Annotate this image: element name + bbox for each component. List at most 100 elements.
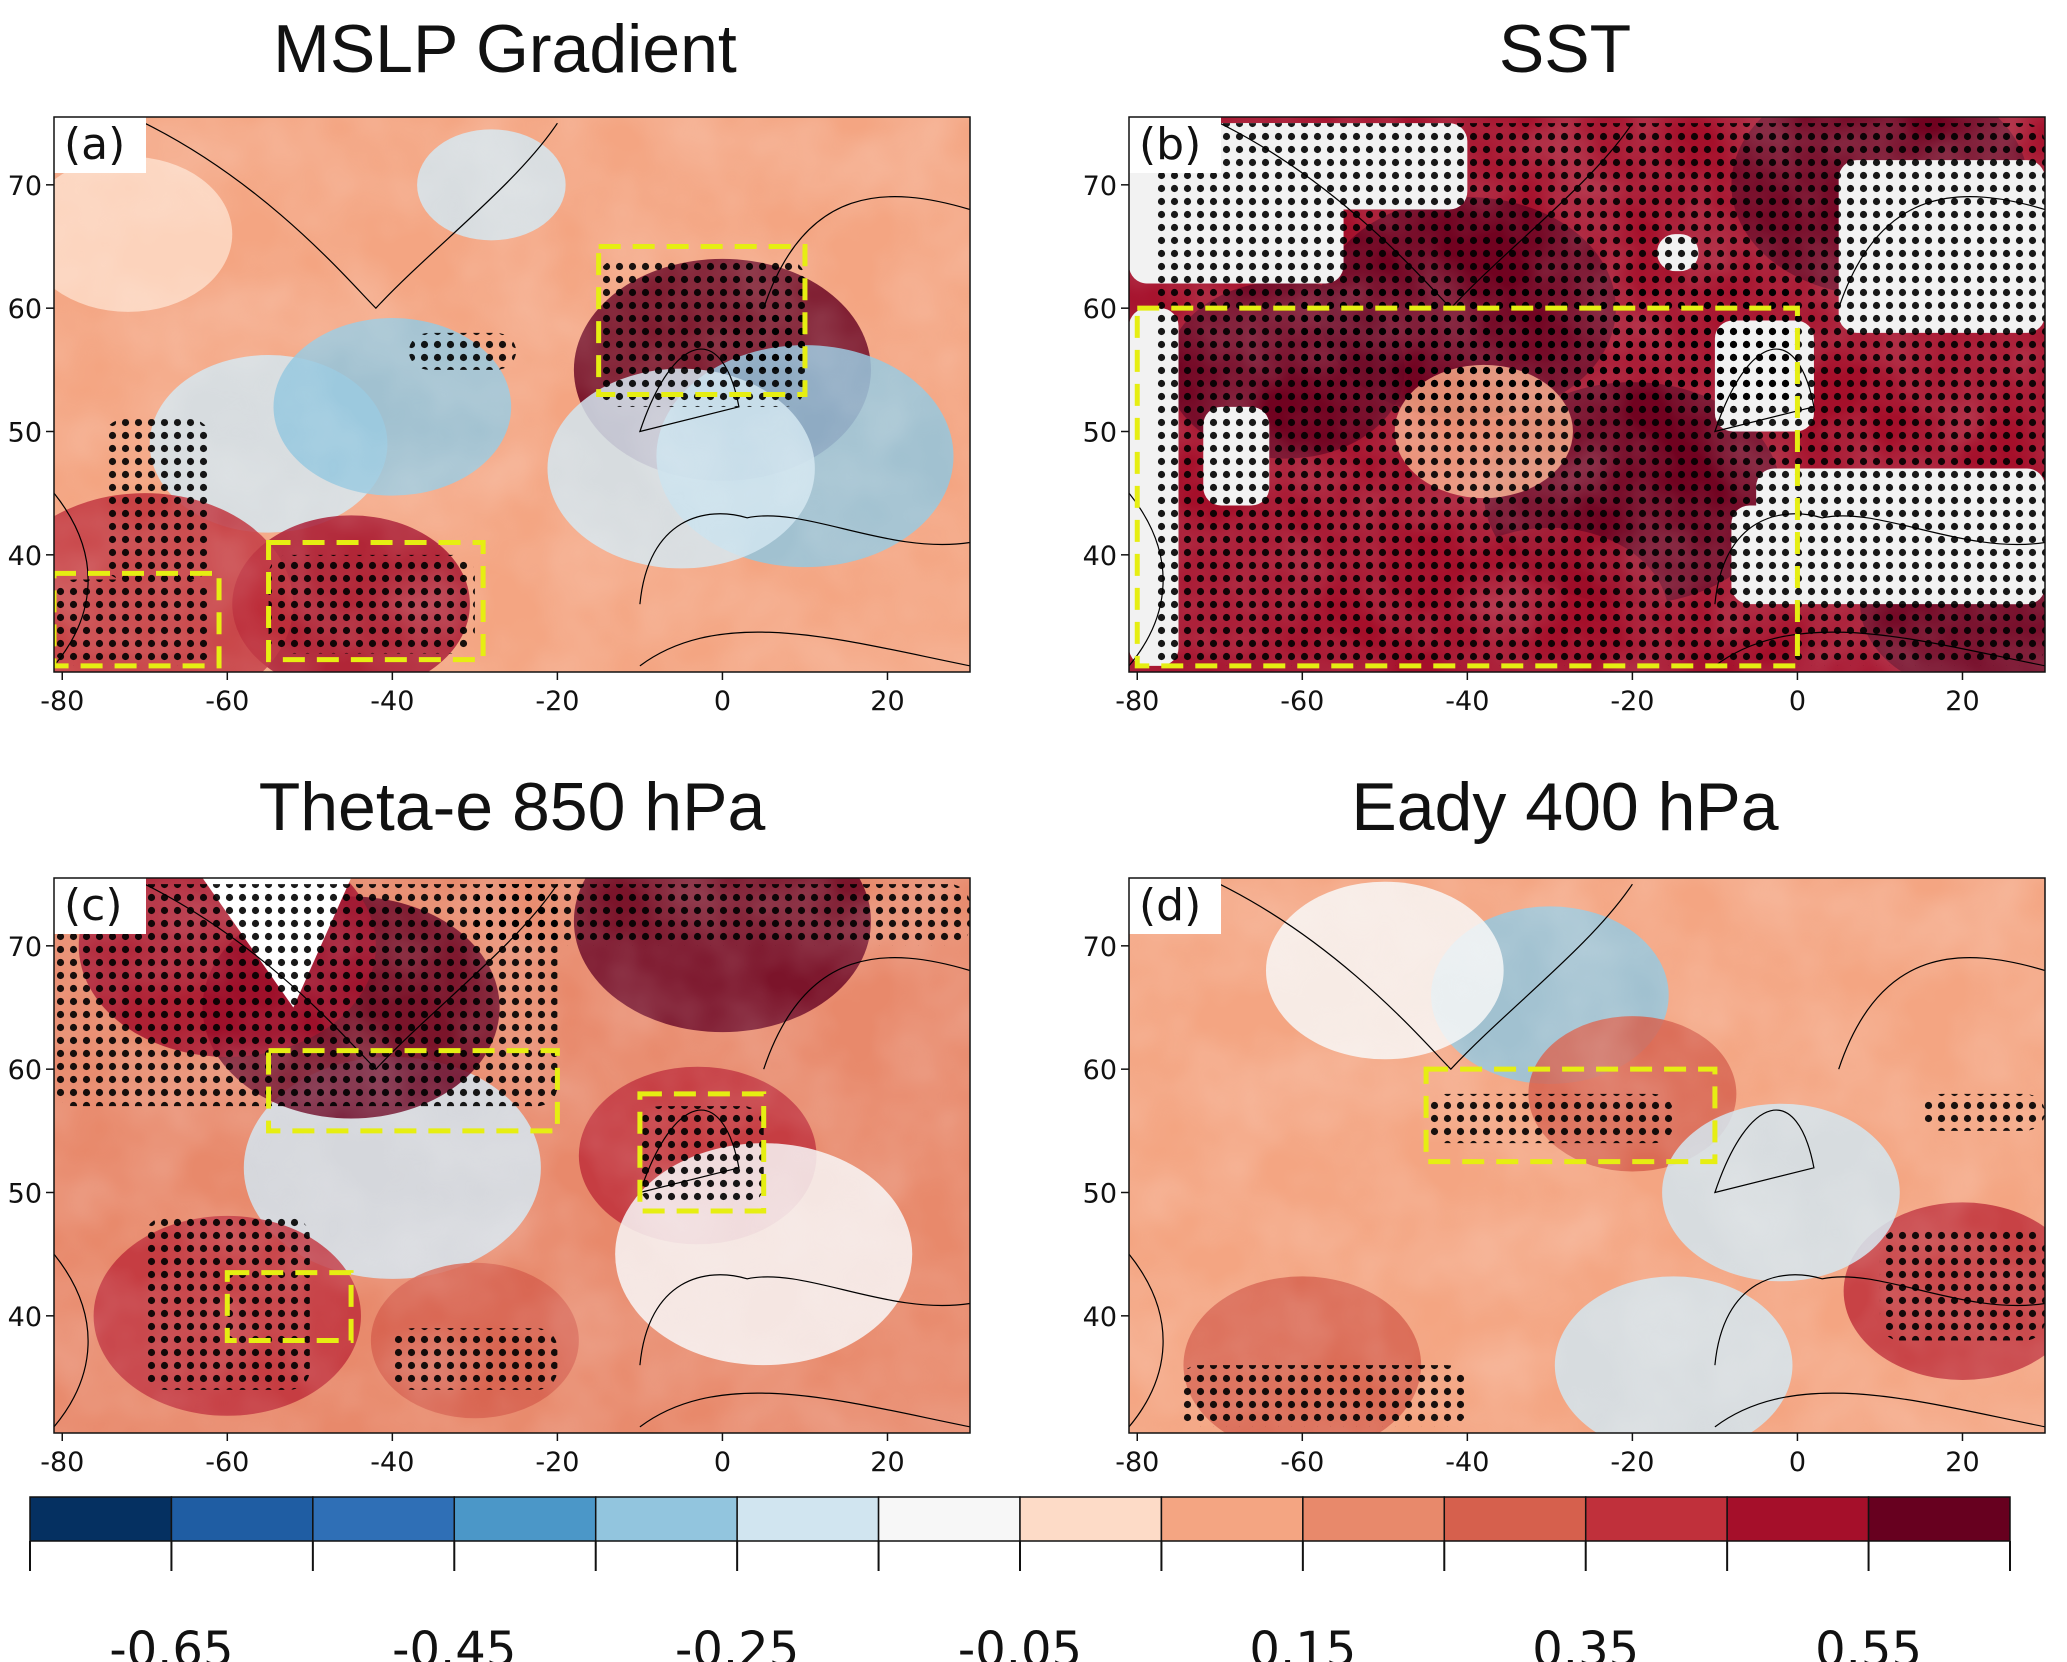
colorbar: -0.65-0.45-0.25-0.050.150.350.550.75 [29, 1496, 2011, 1662]
colorbar-swatch [594, 1496, 738, 1542]
panel-d: Eady 400 hPa (d) -80 -60 -40 -20 0 20 40 50 60 70 [1083, 769, 2046, 1478]
colorbar-label: 0.55 [1815, 1622, 1922, 1662]
x-tick-label: -60 [205, 686, 249, 717]
significance-stipple [54, 884, 558, 1107]
panel-b: SST (b) -80 -60 -40 -20 0 20 40 50 60 70 [1083, 11, 2046, 717]
coastline [638, 348, 740, 433]
significance-stipple [408, 332, 517, 370]
x-tick-label: -20 [535, 1447, 579, 1478]
x-tick-label: -80 [1115, 686, 1159, 717]
panel-label-text: (b) [1139, 119, 1201, 170]
coastline [1713, 1109, 1815, 1194]
significance-stipple [1178, 1365, 1468, 1427]
colorbar-swatch [1160, 1496, 1304, 1542]
coastline [1838, 957, 2045, 1070]
x-tick-label: -20 [1610, 686, 1654, 717]
coastline [54, 492, 89, 667]
significance-stipple [54, 579, 211, 666]
x-tick-label: 20 [870, 1447, 904, 1478]
region-box [637, 1091, 767, 1214]
map-frame [53, 116, 971, 673]
y-tick-label: 40 [8, 541, 42, 572]
y-tick-label: 60 [1083, 294, 1117, 325]
colorbar-swatch [1443, 1496, 1587, 1542]
colorbar-swatch [877, 1496, 1021, 1542]
panel-label: (a) [54, 117, 146, 173]
colorbar-swatch [736, 1496, 880, 1542]
panel-label-text: (c) [64, 880, 123, 931]
panel-b-title: SST [1499, 11, 1631, 87]
y-tick-label: 60 [1083, 1055, 1117, 1086]
significance-stipple [268, 554, 475, 654]
coastline [144, 122, 558, 310]
significance-stipple [1879, 1229, 2045, 1341]
coastline [1129, 1253, 1164, 1428]
region-box [266, 540, 486, 663]
coastline [1714, 631, 2045, 667]
panel-a: MSLP Gradient (a) -80 -60 -40 -20 0 20 40 50 60 70 [8, 11, 971, 717]
coastline [639, 1274, 970, 1366]
coastline [1219, 883, 1633, 1071]
significance-stipple [1302, 283, 1798, 407]
panel-c-title: Theta-e 850 hPa [259, 769, 766, 845]
x-tick-label: -40 [370, 686, 414, 717]
y-tick-label: 50 [1083, 418, 1117, 449]
panel-c: Theta-e 850 hPa (c) -80 -60 -40 -20 0 20 40 50 60… [8, 769, 971, 1478]
coastline [639, 631, 970, 667]
region-box [54, 570, 222, 669]
colorbar-label: -0.65 [109, 1622, 233, 1662]
map-d: (d) -80 -60 -40 -20 0 20 40 50 60 70 [1083, 877, 2046, 1478]
panel-label: (d) [1129, 878, 1221, 934]
field-texture [1129, 878, 2045, 1433]
x-tick-label: -60 [1280, 1447, 1324, 1478]
x-tick-label: -60 [205, 1447, 249, 1478]
colorbar-label: -0.05 [958, 1622, 1082, 1662]
panel-d-title: Eady 400 hPa [1351, 769, 1778, 845]
x-tick-label: 0 [1789, 1447, 1806, 1478]
colorbar-swatch [1302, 1496, 1446, 1542]
significance-stipple [722, 308, 805, 370]
y-tick-label: 40 [8, 1302, 42, 1333]
significance-stipple [1921, 1093, 2045, 1131]
coastline [1714, 1274, 2045, 1366]
colorbar-swatch [453, 1496, 597, 1542]
colorbar-swatch [170, 1496, 314, 1542]
y-tick-label: 40 [1083, 1302, 1117, 1333]
region-box [596, 244, 808, 397]
y-tick-label: 50 [1083, 1179, 1117, 1210]
x-tick-label: -80 [1115, 1447, 1159, 1478]
y-tick-label: 70 [8, 171, 42, 202]
y-tick-label: 60 [8, 1055, 42, 1086]
colorbar-swatch [1019, 1496, 1163, 1542]
coastline [763, 196, 970, 309]
panel-label: (b) [1129, 117, 1221, 173]
panel-a-title: MSLP Gradient [273, 11, 737, 87]
x-tick-label: 0 [714, 1447, 731, 1478]
x-tick-label: 0 [714, 686, 731, 717]
y-tick-label: 70 [1083, 932, 1117, 963]
map-frame [1128, 116, 2046, 673]
coastline [763, 957, 970, 1070]
significance-stipple [474, 884, 970, 946]
colorbar-label: 0.15 [1249, 1622, 1356, 1662]
significance-stipple [1426, 1093, 1674, 1144]
colorbar-swatch [29, 1496, 173, 1542]
map-c: (c) -80 -60 -40 -20 0 20 40 50 60 70 [8, 877, 971, 1478]
y-tick-label: 50 [8, 418, 42, 449]
colorbar-swatch [1867, 1496, 2011, 1542]
panel-label-text: (d) [1139, 880, 1201, 931]
x-tick-label: -20 [535, 686, 579, 717]
coastline [638, 1109, 740, 1194]
significance-stipple [103, 419, 211, 580]
map-a: (a) -80 -60 -40 -20 0 20 40 50 60 70 [8, 116, 971, 717]
y-tick-label: 60 [8, 294, 42, 325]
map-b: (b) -80 -60 -40 -20 0 20 40 50 60 70 [1083, 116, 2046, 717]
colorbar-swatch [1584, 1496, 1728, 1542]
x-tick-label: 20 [1945, 1447, 1979, 1478]
x-tick-label: -40 [370, 1447, 414, 1478]
coastline [1838, 196, 2045, 309]
colorbar-swatch [312, 1496, 456, 1542]
x-tick-label: -60 [1280, 686, 1324, 717]
x-tick-label: 20 [1945, 686, 1979, 717]
significance-stipple [639, 1106, 764, 1205]
